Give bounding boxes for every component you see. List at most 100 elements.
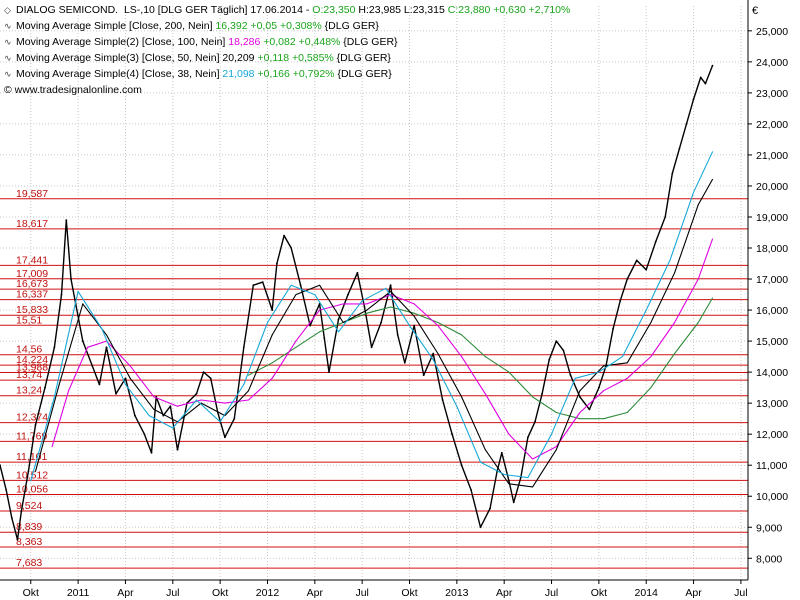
- data-point-ma100: [712, 238, 713, 240]
- ma-line-icon: ∿: [4, 53, 12, 63]
- data-point-price: [562, 349, 565, 352]
- data-point-price: [588, 408, 591, 411]
- price-level-label: 13,24: [16, 385, 42, 397]
- legend-ma100: ∿ Moving Average Simple(2) [Close, 100, N…: [4, 34, 570, 50]
- ma38-change: +0,166: [254, 68, 290, 80]
- price-level-label: 15,833: [16, 304, 48, 316]
- data-point-ma50: [555, 449, 557, 451]
- legend-ma50: ∿ Moving Average Simple(3) [Close, 50, Ne…: [4, 50, 570, 66]
- data-point-price: [0, 464, 1, 467]
- data-point-price: [283, 234, 285, 237]
- y-tick-label: 25,000: [756, 26, 788, 38]
- y-tick-label: 14,000: [756, 367, 788, 379]
- data-point-ma38: [574, 377, 576, 379]
- data-point-ma50: [366, 309, 368, 311]
- x-tick-label: 2012: [256, 587, 280, 599]
- data-point-price: [252, 284, 255, 287]
- data-point-ma100: [271, 377, 273, 379]
- price-level-label: 13,988: [16, 361, 48, 373]
- data-point-price: [150, 451, 153, 454]
- data-point-price: [441, 399, 444, 401]
- quote-close: C:23,880: [447, 4, 491, 16]
- data-point-ma200: [366, 312, 368, 314]
- data-point-ma50: [153, 408, 155, 410]
- data-point-ma50: [342, 322, 344, 323]
- data-point-price: [389, 284, 392, 287]
- data-point-ma100: [413, 303, 415, 305]
- data-point-price: [195, 392, 198, 395]
- data-point-price: [413, 324, 416, 327]
- data-point-price: [91, 365, 94, 367]
- data-point-ma38: [30, 480, 32, 482]
- data-point-price: [664, 216, 667, 218]
- data-point-ma38: [125, 384, 126, 385]
- price-level-label: 11,769: [16, 430, 47, 442]
- data-point-ma50: [579, 390, 581, 392]
- data-point-price: [323, 337, 326, 339]
- data-point-price: [403, 361, 406, 364]
- data-point-ma100: [461, 356, 463, 358]
- ma100-change: +0,082: [260, 36, 296, 48]
- data-point-ma100: [342, 303, 344, 305]
- ma38-suffix: {DLG GER}: [334, 68, 392, 80]
- data-point-ma100: [579, 412, 581, 413]
- data-point-price: [224, 436, 226, 439]
- data-point-price: [569, 374, 572, 377]
- data-point-ma38: [314, 294, 316, 296]
- data-point-price: [356, 271, 359, 274]
- data-point-price: [10, 517, 13, 519]
- data-point-ma50: [484, 449, 486, 451]
- data-point-price: [370, 346, 373, 349]
- price-level-label: 19,587: [16, 188, 48, 200]
- data-point-ma50: [697, 204, 699, 206]
- data-point-price: [202, 371, 205, 373]
- legend-ma200: ∿ Moving Average Simple [Close, 200, Nein…: [4, 18, 570, 34]
- data-point-ma100: [366, 303, 368, 305]
- data-point-price: [685, 123, 688, 125]
- data-point-price: [299, 284, 302, 287]
- data-point-ma50: [295, 294, 297, 296]
- data-point-ma38: [551, 433, 552, 435]
- price-level-label: 14,56: [16, 344, 42, 356]
- data-point-ma38: [338, 331, 339, 333]
- data-point-price: [671, 172, 674, 175]
- data-point-price: [337, 318, 340, 321]
- data-point-ma200: [508, 371, 510, 373]
- ma38-value: 21,098: [222, 68, 255, 80]
- x-tick-label: 2011: [67, 587, 90, 599]
- data-point-ma38: [172, 427, 174, 429]
- x-tick-label: Apr: [117, 587, 134, 599]
- quote-change-pct: +2,710%: [525, 4, 571, 16]
- chart-legend: ◇ DIALOG SEMICOND. LS-,10 [DLG GER Täglic…: [4, 2, 570, 98]
- series-lines: [0, 64, 714, 541]
- data-point-ma50: [200, 402, 202, 404]
- data-point-price: [271, 309, 274, 311]
- x-tick-label: Jul: [166, 587, 179, 599]
- y-tick-label: 19,000: [756, 212, 788, 224]
- data-point-ma100: [555, 446, 557, 448]
- copyright-text: © www.tradesignalonline.com: [4, 84, 142, 96]
- data-point-ma200: [650, 387, 652, 389]
- data-point-price: [396, 334, 399, 336]
- data-point-ma200: [271, 362, 273, 364]
- data-point-price: [692, 98, 695, 100]
- data-point-ma38: [432, 359, 434, 361]
- data-point-ma100: [674, 322, 676, 323]
- y-tick-label: 23,000: [756, 88, 788, 100]
- ma100-change-pct: +0,448%: [295, 36, 341, 48]
- x-tick-label: Jul: [545, 587, 558, 599]
- data-point-price: [479, 526, 482, 529]
- data-point-price: [527, 436, 529, 439]
- x-tick-label: Apr: [685, 587, 702, 599]
- symbol-name: DIALOG SEMICOND.: [16, 4, 119, 16]
- data-point-ma100: [650, 356, 652, 358]
- data-point-ma50: [674, 272, 676, 274]
- data-point-ma38: [196, 399, 197, 401]
- data-point-price: [53, 346, 56, 349]
- y-tick-label: 12,000: [756, 429, 788, 441]
- ma50-suffix: {DLG GER}: [333, 52, 391, 64]
- data-point-price: [654, 240, 657, 243]
